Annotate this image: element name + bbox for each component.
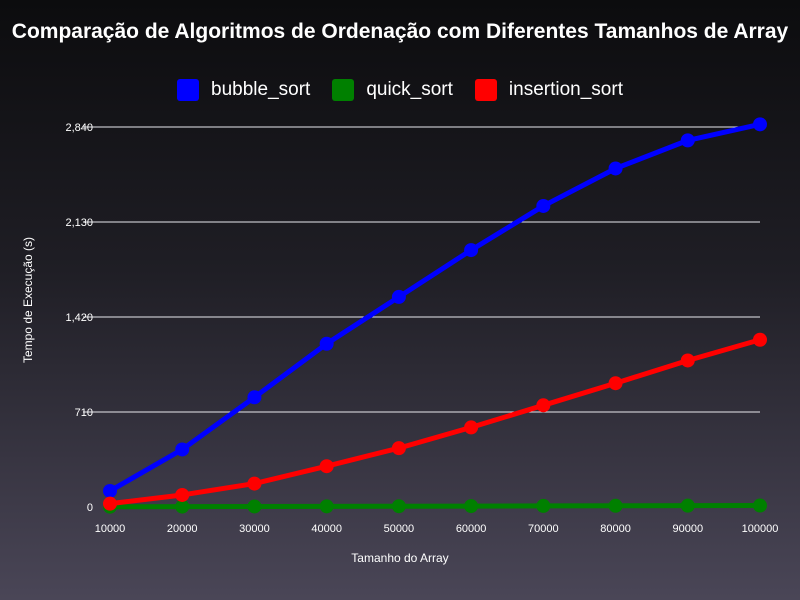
data-point-bubble-sort[interactable] <box>464 243 479 258</box>
data-point-quick-sort[interactable] <box>680 498 695 513</box>
series-quick-sort <box>103 498 767 514</box>
data-point-bubble-sort[interactable] <box>391 289 406 304</box>
legend-swatch-quick-sort <box>332 79 355 101</box>
legend-item-insertion-sort[interactable]: insertion_sort <box>474 79 623 101</box>
chart-title: Comparação de Algoritmos de Ordenação co… <box>11 20 789 43</box>
series-group <box>103 117 767 514</box>
data-point-insertion-sort[interactable] <box>319 459 334 474</box>
y-tick-label: 2,130 <box>65 217 93 229</box>
data-point-bubble-sort[interactable] <box>753 117 767 132</box>
data-point-quick-sort[interactable] <box>247 499 262 514</box>
x-axis-label: Tamanho do Array <box>351 551 448 565</box>
data-point-bubble-sort[interactable] <box>247 390 262 405</box>
y-tick-label: 2,840 <box>65 122 93 134</box>
data-point-insertion-sort[interactable] <box>753 332 767 347</box>
data-point-bubble-sort[interactable] <box>103 483 117 498</box>
data-point-insertion-sort[interactable] <box>464 420 479 435</box>
series-insertion-sort <box>103 332 767 511</box>
x-tick-label: 30000 <box>239 523 270 535</box>
data-point-bubble-sort[interactable] <box>319 336 334 351</box>
data-point-quick-sort[interactable] <box>464 499 479 514</box>
data-point-quick-sort[interactable] <box>608 498 623 513</box>
x-tick-label: 40000 <box>311 523 342 535</box>
data-point-insertion-sort[interactable] <box>175 487 190 502</box>
data-point-insertion-sort[interactable] <box>103 496 117 511</box>
y-tick-label: 710 <box>75 407 93 419</box>
data-point-quick-sort[interactable] <box>536 498 551 513</box>
legend-label-insertion-sort: insertion_sort <box>508 79 623 100</box>
data-point-bubble-sort[interactable] <box>608 161 623 176</box>
y-axis-ticks: 0 710 1,420 2,130 2,840 <box>65 122 93 514</box>
legend: bubble_sort quick_sort insertion_sort <box>0 79 800 101</box>
y-tick-label: 0 <box>87 502 93 514</box>
data-point-bubble-sort[interactable] <box>536 198 551 213</box>
series-line-quick-sort <box>107 503 763 510</box>
legend-item-quick-sort[interactable]: quick_sort <box>332 79 453 101</box>
legend-swatch-bubble-sort <box>177 79 200 101</box>
data-point-bubble-sort[interactable] <box>680 133 695 148</box>
legend-label-quick-sort: quick_sort <box>366 79 453 100</box>
data-point-insertion-sort[interactable] <box>680 353 695 368</box>
data-point-quick-sort[interactable] <box>391 499 406 514</box>
data-point-quick-sort[interactable] <box>319 499 334 514</box>
x-tick-label: 50000 <box>384 523 415 535</box>
data-point-quick-sort[interactable] <box>753 498 767 513</box>
x-tick-label: 80000 <box>600 523 631 535</box>
x-tick-label: 90000 <box>672 523 703 535</box>
x-tick-label: 60000 <box>456 523 487 535</box>
gridlines <box>83 126 760 413</box>
data-point-insertion-sort[interactable] <box>608 376 623 391</box>
data-point-insertion-sort[interactable] <box>536 398 551 413</box>
x-tick-label: 100000 <box>742 523 779 535</box>
y-tick-label: 1,420 <box>65 312 93 324</box>
x-axis-ticks: 10000 20000 30000 40000 50000 60000 70000 80000… <box>95 523 779 535</box>
data-point-bubble-sort[interactable] <box>175 442 190 457</box>
series-bubble-sort <box>103 117 767 498</box>
legend-label-bubble-sort: bubble_sort <box>211 79 311 100</box>
legend-swatch-insertion-sort <box>474 79 497 101</box>
x-tick-label: 20000 <box>167 523 198 535</box>
data-point-insertion-sort[interactable] <box>247 476 262 491</box>
series-line-insertion-sort <box>107 337 763 507</box>
x-tick-label: 70000 <box>528 523 559 535</box>
series-line-bubble-sort <box>107 121 763 494</box>
x-tick-label: 10000 <box>95 523 126 535</box>
data-point-quick-sort[interactable] <box>175 499 190 514</box>
legend-item-bubble-sort[interactable]: bubble_sort <box>177 79 310 101</box>
data-point-insertion-sort[interactable] <box>391 441 406 456</box>
y-axis-label: Tempo de Execução (s) <box>21 237 35 363</box>
